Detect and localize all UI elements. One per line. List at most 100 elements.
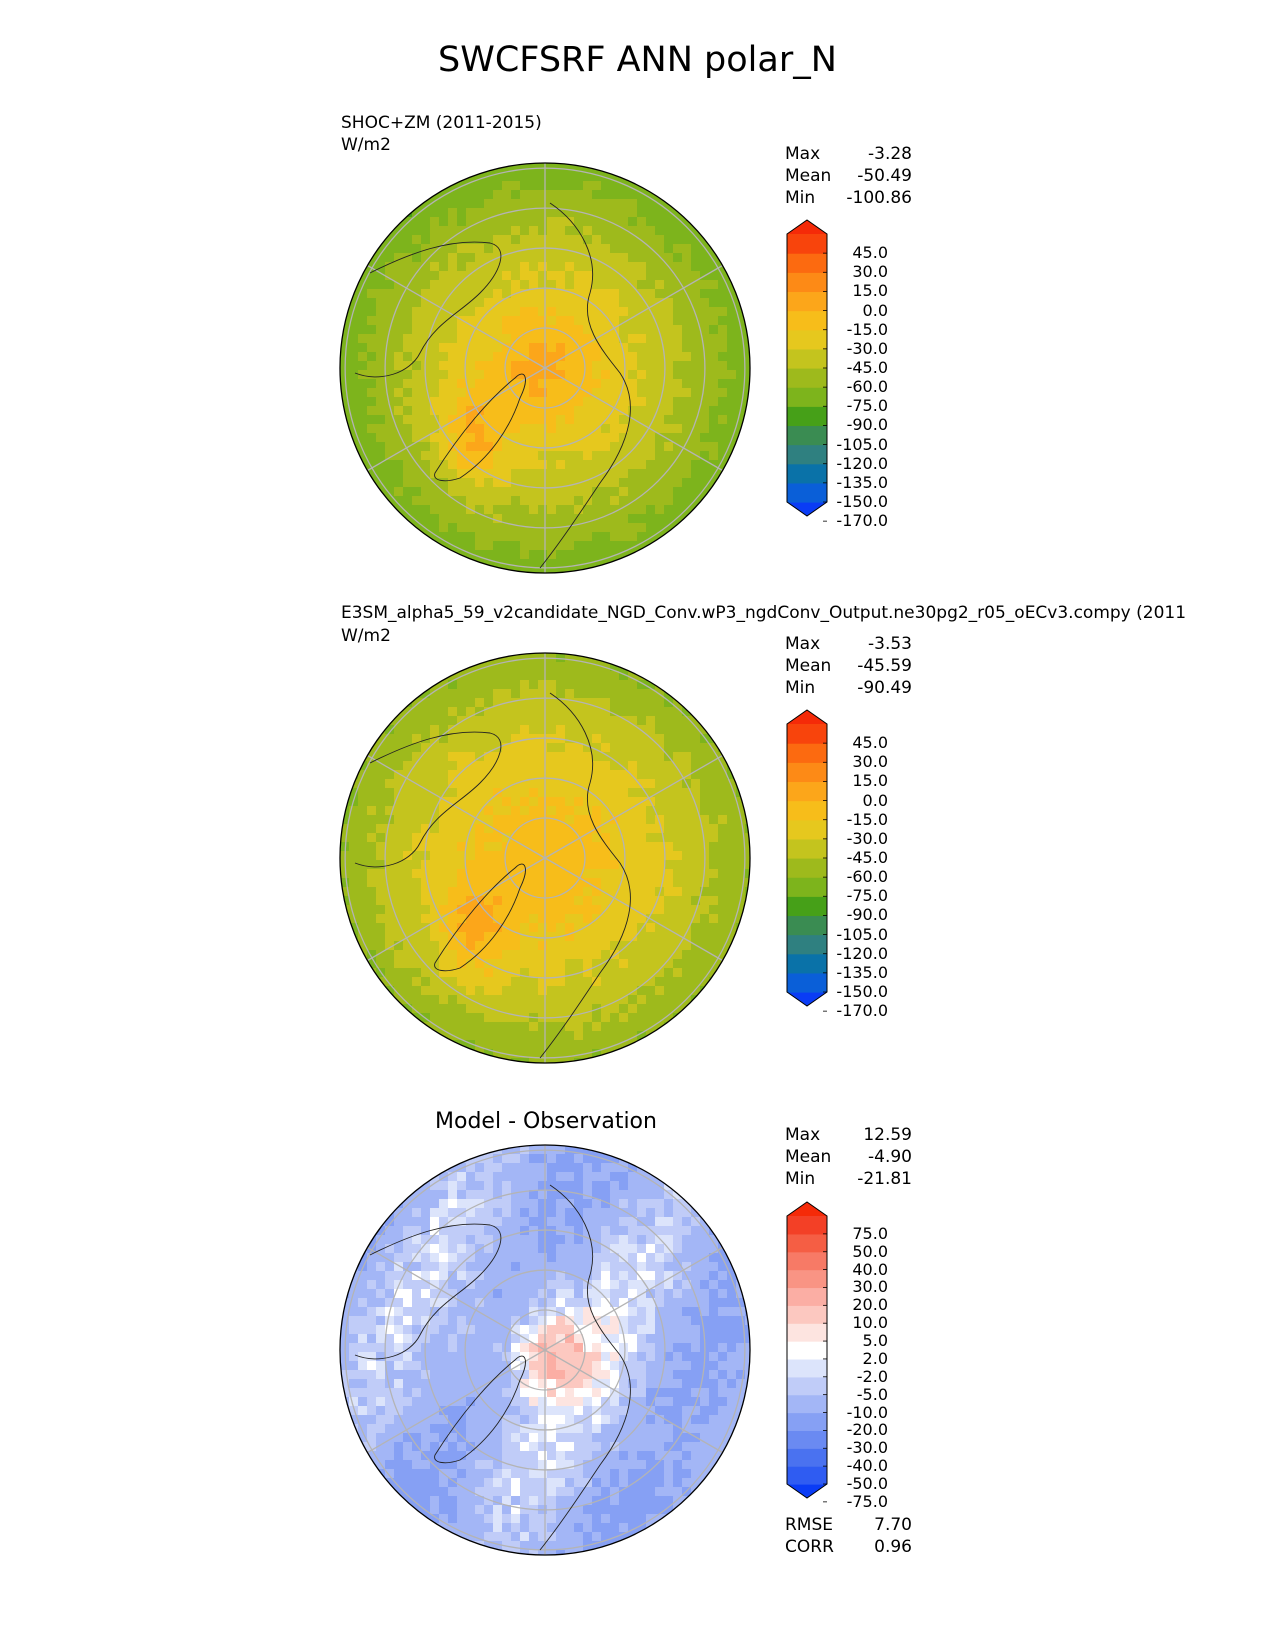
panel-3-field-cell bbox=[583, 1352, 593, 1362]
panel-2-field-cell bbox=[466, 887, 476, 897]
panel-2-field-cell bbox=[646, 851, 656, 861]
panel-1-field-cell bbox=[475, 451, 485, 461]
panel-2-field-cell bbox=[736, 860, 746, 870]
panel-1-field-cell bbox=[646, 397, 656, 407]
panel-1-field-cell bbox=[565, 172, 575, 182]
panel-3-field-cell bbox=[547, 1415, 557, 1425]
panel-1-field-cell bbox=[475, 379, 485, 389]
panel-3-field-cell bbox=[403, 1235, 413, 1245]
panel-2-field-cell bbox=[637, 698, 647, 708]
panel-3-field-cell bbox=[556, 1280, 566, 1290]
panel-1-field-cell bbox=[547, 271, 557, 281]
panel-3-field-cell bbox=[673, 1397, 683, 1407]
panel-1-field-cell bbox=[520, 469, 530, 479]
panel-1-field-cell bbox=[349, 271, 359, 281]
panel-1-field-cell bbox=[421, 199, 431, 209]
panel-1-field-cell bbox=[709, 262, 719, 272]
panel-3-field-cell bbox=[709, 1217, 719, 1227]
panel-3-field-cell bbox=[691, 1361, 701, 1371]
panel-3-field-cell bbox=[628, 1163, 638, 1173]
panel-1-field-cell bbox=[610, 514, 620, 524]
panel-2-field-cell bbox=[601, 995, 611, 1005]
panel-3-field-cell bbox=[637, 1424, 647, 1434]
panel-2-field-cell bbox=[610, 860, 620, 870]
panel-2-field-cell bbox=[574, 914, 584, 924]
panel-2-field-cell bbox=[502, 1004, 512, 1014]
panel-2-field-cell bbox=[574, 653, 584, 663]
panel-3-field-cell bbox=[448, 1280, 458, 1290]
panel-1-field-cell bbox=[583, 271, 593, 281]
panel-1-field-cell bbox=[691, 397, 701, 407]
panel-2-field-cell bbox=[547, 1004, 557, 1014]
panel-2-field-cell bbox=[430, 788, 440, 798]
panel-3-field-cell bbox=[466, 1271, 476, 1281]
panel-3-field-cell bbox=[493, 1343, 503, 1353]
panel-1-field-cell bbox=[574, 361, 584, 371]
panel-2-field-cell bbox=[592, 977, 602, 987]
panel-2-field-cell bbox=[691, 752, 701, 762]
panel-1-field-cell bbox=[727, 406, 737, 416]
panel-2-field-cell bbox=[601, 977, 611, 987]
panel-2-field-cell bbox=[520, 815, 530, 825]
panel-2-field-cell bbox=[511, 968, 521, 978]
panel-2-colorbar-segment bbox=[787, 877, 827, 897]
panel-2-field-cell bbox=[691, 833, 701, 843]
panel-2-field-cell bbox=[430, 986, 440, 996]
panel-3-field-cell bbox=[430, 1253, 440, 1263]
panel-1-field-cell bbox=[439, 208, 449, 218]
panel-3-field-cell bbox=[448, 1235, 458, 1245]
panel-3-field-cell bbox=[583, 1190, 593, 1200]
panel-1-field-cell bbox=[664, 325, 674, 335]
panel-1-field-cell bbox=[610, 541, 620, 551]
panel-1-field-cell bbox=[574, 559, 584, 569]
panel-3-field-cell bbox=[511, 1406, 521, 1416]
panel-1-field-cell bbox=[385, 217, 395, 227]
panel-1-field-cell bbox=[592, 262, 602, 272]
panel-3-field-cell bbox=[475, 1343, 485, 1353]
panel-2-field-cell bbox=[511, 905, 521, 915]
panel-3-field-cell bbox=[394, 1208, 404, 1218]
panel-1-field-cell bbox=[538, 406, 548, 416]
panel-3-field-cell bbox=[403, 1361, 413, 1371]
panel-1-field-cell bbox=[637, 172, 647, 182]
panel-1-field-cell bbox=[637, 460, 647, 470]
panel-3-field-cell bbox=[529, 1388, 539, 1398]
panel-1-field-cell bbox=[412, 280, 422, 290]
panel-1-field-cell bbox=[610, 181, 620, 191]
panel-1-field-cell bbox=[673, 280, 683, 290]
panel-1-field-cell bbox=[637, 262, 647, 272]
panel-3-field-cell bbox=[493, 1271, 503, 1281]
panel-1-field-cell bbox=[673, 451, 683, 461]
panel-2-field-cell bbox=[556, 671, 566, 681]
panel-3-field-cell bbox=[520, 1298, 530, 1308]
panel-2-field-cell bbox=[736, 806, 746, 816]
panel-3-field-cell bbox=[448, 1199, 458, 1209]
panel-3-field-cell bbox=[628, 1307, 638, 1317]
panel-2-field-cell bbox=[457, 842, 467, 852]
panel-1-colorbar-extend-low bbox=[787, 502, 827, 516]
panel-3-field-cell bbox=[556, 1316, 566, 1326]
panel-2-field-cell bbox=[394, 734, 404, 744]
panel-3-field-cell bbox=[466, 1379, 476, 1389]
panel-2-field-cell bbox=[664, 806, 674, 816]
panel-3-field-cell bbox=[610, 1424, 620, 1434]
panel-3-field-cell bbox=[547, 1172, 557, 1182]
panel-1-field-cell bbox=[673, 235, 683, 245]
panel-1-field-cell bbox=[466, 208, 476, 218]
panel-2-field-cell bbox=[430, 851, 440, 861]
panel-3-field-cell bbox=[655, 1199, 665, 1209]
panel-3-field-cell bbox=[403, 1406, 413, 1416]
panel-1-field-cell bbox=[709, 271, 719, 281]
panel-3-field-cell bbox=[367, 1262, 377, 1272]
panel-2-field-cell bbox=[610, 914, 620, 924]
panel-3-field-cell bbox=[592, 1253, 602, 1263]
panel-1-field-cell bbox=[637, 298, 647, 308]
panel-3-field-cell bbox=[592, 1262, 602, 1272]
panel-1-field-cell bbox=[646, 334, 656, 344]
panel-3-field-cell bbox=[673, 1217, 683, 1227]
panel-1-field-cell bbox=[619, 361, 629, 371]
panel-2-field-cell bbox=[511, 959, 521, 969]
panel-1-field-cell bbox=[610, 487, 620, 497]
panel-3-field-cell bbox=[358, 1415, 368, 1425]
panel-2-field-cell bbox=[385, 806, 395, 816]
